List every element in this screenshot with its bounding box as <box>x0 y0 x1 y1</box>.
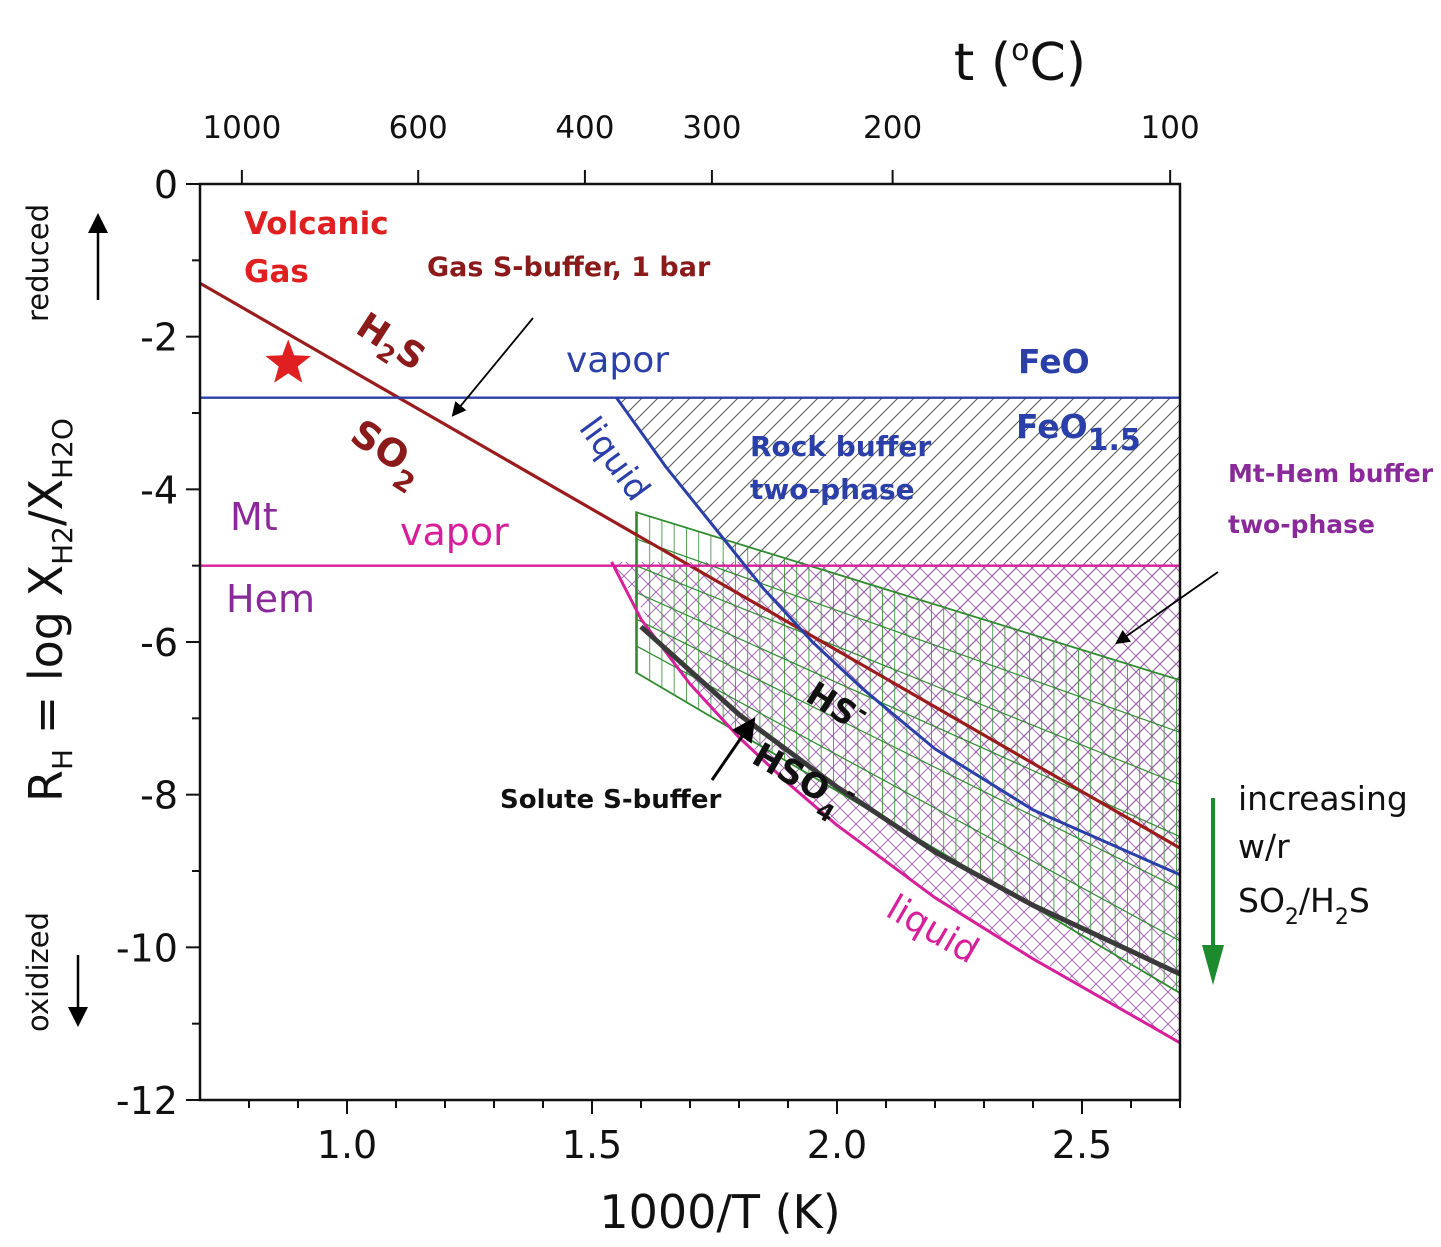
increasing-label: increasing w/r <box>1238 779 1408 866</box>
gas-s-buffer-arrow-icon <box>451 317 534 417</box>
solute-grid-line <box>635 618 1180 890</box>
x-tick-label: 1.0 <box>317 1123 377 1167</box>
vapor-pink-label: vapor <box>400 510 509 554</box>
rock-buffer-label: Rock buffer two-phase <box>750 430 931 506</box>
series-layer <box>200 281 1180 1045</box>
solute-grid-line <box>635 565 1180 786</box>
vapor-blue-label: vapor <box>566 340 669 381</box>
y-tick-label: -10 <box>116 926 178 970</box>
regions <box>611 397 1180 1043</box>
top-tick-label: 300 <box>682 110 741 146</box>
reduced-label: reduced <box>21 204 55 322</box>
top-tick-label: 400 <box>555 110 614 146</box>
hem-label: Hem <box>226 577 315 621</box>
top-axis: 1000 600 400 300 200 100 <box>202 110 1200 184</box>
solute-grid-fill <box>635 510 1180 995</box>
feo-label: FeO <box>1018 342 1090 381</box>
volcanic-gas-label: Volcanic Gas <box>244 206 389 290</box>
top-tick-label: 200 <box>863 110 922 146</box>
x-axis-title: 1000/T (K) <box>599 1185 840 1239</box>
solute-s-buffer-arrow-icon <box>710 717 756 781</box>
gas-s-buffer-label: Gas S-buffer, 1 bar <box>427 252 711 283</box>
x-tick-label: 1.5 <box>562 1123 622 1167</box>
solute-grid-line <box>635 645 1180 942</box>
x-axis: 1.0 1.5 2.0 2.5 <box>248 1100 1181 1167</box>
series-line-rock-liquid <box>615 396 1180 877</box>
top-axis-title: t (oC) <box>954 33 1086 93</box>
y-axis-title: RH = log XH2/XH2O <box>19 418 79 802</box>
so2-h2s-label: SO2/H2S <box>1238 881 1370 930</box>
y-tick-label: -2 <box>140 316 178 360</box>
solute-s-buffer-label: Solute S-buffer <box>500 785 721 815</box>
y-tick-label: -6 <box>140 621 178 665</box>
increasing-arrow-head-icon <box>1202 945 1224 985</box>
mt-label: Mt <box>230 495 278 539</box>
y-axis: 0 -2 -4 -6 -8 -10 -12 <box>116 163 200 1123</box>
top-tick-label: 100 <box>1141 110 1200 146</box>
x-tick-label: 2.0 <box>807 1123 867 1167</box>
y-tick-label: -12 <box>116 1079 178 1123</box>
feo15-label: FeO1.5 <box>1016 407 1141 458</box>
top-tick-label: 1000 <box>202 110 281 146</box>
mt-hem-buffer-label: Mt-Hem buffer two-phase <box>1228 459 1434 539</box>
y-tick-label: 0 <box>154 163 178 207</box>
y-tick-label: -4 <box>140 468 178 512</box>
so2-label: SO2 <box>337 411 434 501</box>
oxidized-label: oxidized <box>21 912 55 1032</box>
mt-hem-buffer-arrow-icon <box>1115 571 1219 645</box>
y-tick-label: -8 <box>140 774 178 818</box>
volcanic-gas-star-marker <box>265 339 311 383</box>
top-tick-label: 600 <box>389 110 448 146</box>
solute-grid-line <box>635 538 1180 733</box>
series-line-solute-s-buffer <box>639 624 1180 977</box>
solute-grid-region <box>635 510 1180 995</box>
x-tick-label: 2.5 <box>1052 1123 1112 1167</box>
h2s-label: H2S <box>346 305 433 384</box>
